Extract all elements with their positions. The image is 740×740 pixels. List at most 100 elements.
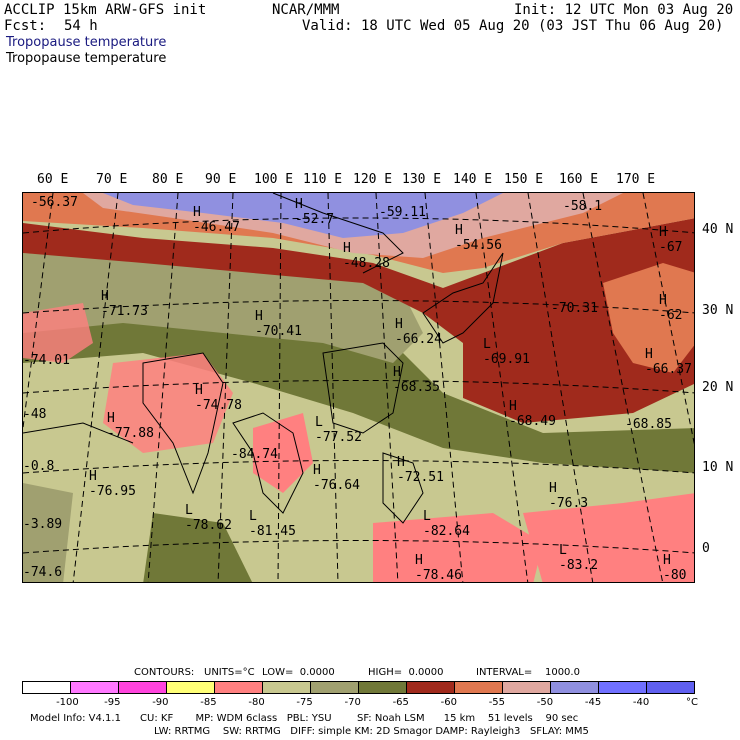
map-label-4: -59.11 <box>379 205 426 220</box>
lon-label-80e: 80 E <box>152 172 184 187</box>
map-label-25: H -76.64 <box>313 463 360 493</box>
units-label: UNITS=°C <box>204 667 255 678</box>
field-salmon-west <box>23 303 93 363</box>
legend-tick-10: -50 <box>536 697 554 708</box>
legend-swatch-4 <box>215 682 263 693</box>
map-label-29: H -76.3 <box>549 481 589 511</box>
legend-swatch-1 <box>71 682 119 693</box>
lon-label-90e: 90 E <box>205 172 237 187</box>
lat-label-0: 0 <box>702 541 710 556</box>
lon-label-100e: 100 E <box>254 172 294 187</box>
low-label: LOW= 0.0000 <box>262 667 335 678</box>
legend-swatch-11 <box>551 682 599 693</box>
lon-label-130e: 130 E <box>402 172 442 187</box>
lat-label-10n: 10 N <box>702 460 734 475</box>
field-title-blue: Tropopause temperature <box>6 35 167 50</box>
valid-time: Valid: 18 UTC Wed 05 Aug 20 (03 JST Thu … <box>302 18 724 34</box>
map-label-15: -74.01 <box>23 353 70 368</box>
field-salmon-southeast <box>523 493 694 582</box>
map-label-1: -56.37 <box>31 195 78 210</box>
lon-label-60e: 60 E <box>37 172 69 187</box>
legend-swatch-7 <box>359 682 407 693</box>
legend-swatch-9 <box>455 682 503 693</box>
map-label-17: H -68.35 <box>393 365 440 395</box>
field-olive-sw <box>143 513 253 582</box>
lon-label-70e: 70 E <box>96 172 128 187</box>
map-label-34: L -83.2 <box>559 543 599 573</box>
field-olive-band <box>23 293 694 473</box>
lon-label-170e: 170 E <box>616 172 656 187</box>
map-label-35: H -80 <box>663 553 687 583</box>
map-label-28: H -76.95 <box>89 469 136 499</box>
legend-swatch-3 <box>167 682 215 693</box>
map-label-21: L -77.52 <box>315 415 362 445</box>
legend-tick-5: -75 <box>296 697 313 708</box>
map-label-7: -58.1 <box>563 199 603 214</box>
legend-swatch-6 <box>311 682 359 693</box>
map-label-26: H -72.51 <box>397 455 444 485</box>
init-time: Init: 12 UTC Mon 03 Aug 20 <box>514 2 734 18</box>
map-label-33: -3.89 <box>23 517 63 532</box>
field-title-black: Tropopause temperature <box>6 51 167 66</box>
legend-swatch-13 <box>647 682 694 693</box>
map-label-18: H -66.37 <box>645 347 692 377</box>
lat-label-40n: 40 N <box>702 222 734 237</box>
lon-label-150e: 150 E <box>504 172 544 187</box>
map-label-32: L -82.64 <box>423 509 470 539</box>
legend-tick-7: -65 <box>392 697 409 708</box>
legend-tick-6: -70 <box>344 697 361 708</box>
map-label-14: H -62 <box>659 293 683 323</box>
map-label-24: -84.74 <box>231 447 278 462</box>
lon-label-120e: 120 E <box>353 172 393 187</box>
legend-tick-0: -100 <box>56 697 79 708</box>
tropopause-temperature-map <box>23 193 694 582</box>
map-label-36: -74.6 <box>23 565 63 580</box>
forecast-label: Fcst: <box>4 18 47 34</box>
field-orange-east <box>603 263 694 373</box>
legend-tick-9: -55 <box>488 697 506 708</box>
map-label-6: H -54.56 <box>455 223 502 253</box>
forecast-hour: 54 h <box>64 18 98 34</box>
lat-label-30n: 30 N <box>702 303 734 318</box>
map-label-16: H -74.78 <box>195 383 242 413</box>
map-label-2: H -46.47 <box>193 205 240 235</box>
legend-tick-2: -90 <box>152 697 169 708</box>
legend-tick-3: -85 <box>200 697 217 708</box>
map-label-30: L -78.62 <box>185 503 232 533</box>
graticule <box>23 193 694 582</box>
legend-tick-12: -40 <box>632 697 650 708</box>
legend-unit: °C <box>686 697 698 708</box>
map-label-11: H -66.24 <box>395 317 442 347</box>
legend-tick-1: -95 <box>104 697 121 708</box>
contours-label: CONTOURS: <box>134 667 195 678</box>
color-legend-bar <box>22 681 695 694</box>
map-label-13: -70.31 <box>551 301 598 316</box>
legend-tick-11: -45 <box>584 697 602 708</box>
legend-swatch-0 <box>23 682 71 693</box>
lon-label-110e: 110 E <box>303 172 343 187</box>
map-label-5: H -48.28 <box>343 241 390 271</box>
lon-label-140e: 140 E <box>453 172 493 187</box>
model-title: ACCLIP 15km ARW-GFS init <box>4 2 207 18</box>
map-label-3: H -52.7 <box>295 197 335 227</box>
field-blue <box>103 193 503 238</box>
center-title: NCAR/MMM <box>272 2 340 18</box>
field-dark-red <box>23 218 694 423</box>
field-salmon-india <box>103 353 233 453</box>
lon-label-160e: 160 E <box>559 172 599 187</box>
lat-label-20n: 20 N <box>702 380 734 395</box>
map-label-27: -0.8 <box>23 459 55 474</box>
map-label-23: -68.85 <box>625 417 672 432</box>
coastlines <box>23 193 504 524</box>
field-olive-far-sw <box>23 483 73 582</box>
map-panel: -56.37 H -46.47 H -52.7 -59.11 H -48.28 H -5… <box>22 192 695 583</box>
map-label-19: -48 <box>23 407 47 422</box>
map-label-37: H -78.46 <box>415 553 462 583</box>
interval-label: INTERVAL= 1000.0 <box>476 667 580 678</box>
legend-tick-8: -60 <box>440 697 457 708</box>
map-label-10: H -70.41 <box>255 309 302 339</box>
legend-swatch-5 <box>263 682 311 693</box>
field-olive-mid <box>23 253 423 363</box>
legend-swatch-8 <box>407 682 455 693</box>
model-info-line-1: Model Info: V4.1.1 CU: KF MP: WDM 6class… <box>30 713 579 724</box>
